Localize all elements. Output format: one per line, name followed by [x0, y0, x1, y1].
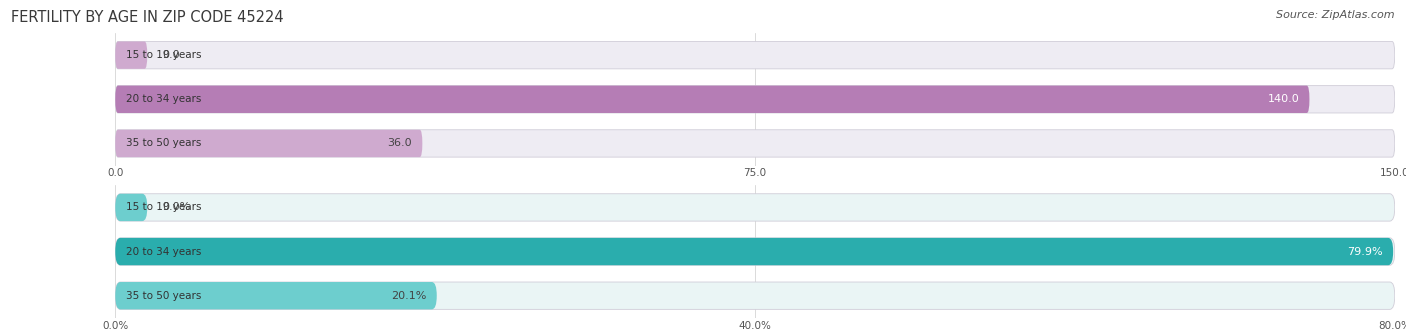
- FancyBboxPatch shape: [115, 194, 148, 221]
- Text: 35 to 50 years: 35 to 50 years: [125, 138, 201, 148]
- FancyBboxPatch shape: [115, 130, 1395, 157]
- FancyBboxPatch shape: [115, 130, 422, 157]
- Text: 35 to 50 years: 35 to 50 years: [125, 291, 201, 301]
- FancyBboxPatch shape: [115, 41, 148, 69]
- Text: 15 to 19 years: 15 to 19 years: [125, 203, 201, 213]
- Text: 15 to 19 years: 15 to 19 years: [125, 50, 201, 60]
- Text: 140.0: 140.0: [1267, 94, 1299, 104]
- Text: 20 to 34 years: 20 to 34 years: [125, 94, 201, 104]
- FancyBboxPatch shape: [115, 86, 1395, 113]
- FancyBboxPatch shape: [115, 41, 1395, 69]
- Text: 20.1%: 20.1%: [391, 291, 426, 301]
- Text: 79.9%: 79.9%: [1347, 247, 1384, 257]
- FancyBboxPatch shape: [115, 194, 1395, 221]
- Text: 0.0: 0.0: [163, 50, 180, 60]
- Text: 0.0%: 0.0%: [163, 203, 191, 213]
- Text: 36.0: 36.0: [388, 138, 412, 148]
- FancyBboxPatch shape: [115, 238, 1395, 265]
- Text: FERTILITY BY AGE IN ZIP CODE 45224: FERTILITY BY AGE IN ZIP CODE 45224: [11, 10, 284, 25]
- FancyBboxPatch shape: [115, 86, 1309, 113]
- FancyBboxPatch shape: [115, 238, 1393, 265]
- FancyBboxPatch shape: [115, 282, 437, 309]
- FancyBboxPatch shape: [115, 282, 1395, 309]
- Text: 20 to 34 years: 20 to 34 years: [125, 247, 201, 257]
- Text: Source: ZipAtlas.com: Source: ZipAtlas.com: [1277, 10, 1395, 20]
